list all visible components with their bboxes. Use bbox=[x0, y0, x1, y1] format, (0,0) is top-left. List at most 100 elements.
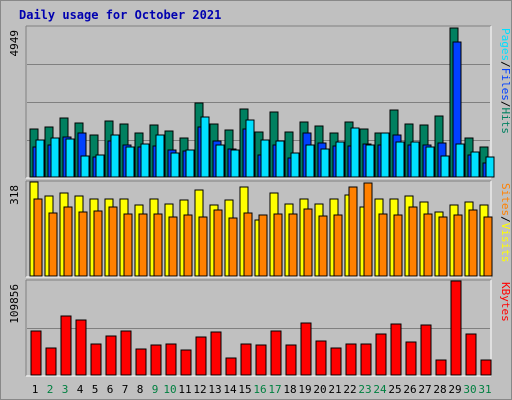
pages-bar bbox=[170, 152, 180, 178]
sites-bar bbox=[333, 214, 343, 277]
legend-entry: Pages bbox=[499, 28, 512, 61]
sites-bar bbox=[303, 208, 313, 277]
pages-bar bbox=[200, 116, 210, 178]
legend: Pages/Files/Hits bbox=[499, 28, 512, 134]
pages-bar bbox=[395, 141, 405, 178]
kbytes-bar bbox=[240, 343, 252, 376]
day-label: 30 bbox=[463, 383, 476, 396]
kbytes-bar bbox=[300, 322, 312, 376]
sites-bar bbox=[408, 206, 418, 277]
sites-bar bbox=[243, 212, 253, 277]
kbytes-bar bbox=[225, 357, 237, 376]
sites-bar bbox=[288, 213, 298, 277]
pages-bar bbox=[305, 144, 315, 178]
sites-bar bbox=[198, 216, 208, 277]
day-label: 26 bbox=[403, 383, 416, 396]
sites-bar bbox=[258, 214, 268, 277]
day-label: 27 bbox=[418, 383, 431, 396]
sites-bar bbox=[78, 211, 88, 277]
day-label: 28 bbox=[433, 383, 446, 396]
sites-bar bbox=[168, 216, 178, 277]
kbytes-bar bbox=[180, 349, 192, 376]
sites-bar bbox=[183, 214, 193, 277]
legend-entry: KBytes bbox=[499, 282, 512, 322]
kbytes-bar bbox=[45, 347, 57, 376]
day-label: 31 bbox=[478, 383, 491, 396]
y-max-label: 109856 bbox=[8, 284, 21, 324]
sites-bar bbox=[273, 213, 283, 277]
legend-entry: / bbox=[499, 61, 512, 68]
pages-bar bbox=[440, 155, 450, 178]
kbytes-bar bbox=[270, 330, 282, 376]
day-label: 29 bbox=[448, 383, 461, 396]
day-label: 11 bbox=[178, 383, 191, 396]
day-label: 16 bbox=[253, 383, 266, 396]
pages-bar bbox=[275, 140, 285, 178]
pages-bar bbox=[410, 141, 420, 178]
y-max-label: 4949 bbox=[8, 30, 21, 57]
day-label: 2 bbox=[47, 383, 54, 396]
pages-bar bbox=[80, 155, 90, 178]
day-label: 3 bbox=[62, 383, 69, 396]
kbytes-bar bbox=[420, 324, 432, 376]
pages-bar bbox=[230, 149, 240, 178]
day-label: 23 bbox=[358, 383, 371, 396]
legend-entry: Visits bbox=[499, 223, 512, 263]
kbytes-bar bbox=[150, 344, 162, 376]
kbytes-bar bbox=[405, 341, 417, 376]
pages-bar bbox=[350, 127, 360, 178]
sites-bar bbox=[138, 213, 148, 277]
pages-bar bbox=[155, 134, 165, 178]
day-label: 22 bbox=[343, 383, 356, 396]
kbytes-bar bbox=[105, 335, 117, 376]
pages-bar bbox=[215, 144, 225, 178]
chart-title: Daily usage for October 2021 bbox=[19, 8, 222, 22]
sites-bar bbox=[438, 216, 448, 277]
legend-entry: Hits bbox=[499, 108, 512, 135]
kbytes-bar bbox=[120, 330, 132, 376]
day-label: 25 bbox=[388, 383, 401, 396]
legend: KBytes bbox=[499, 282, 512, 322]
sites-bar bbox=[453, 214, 463, 277]
day-label: 18 bbox=[283, 383, 296, 396]
legend: Sites/Visits bbox=[499, 183, 512, 263]
sites-bar bbox=[423, 213, 433, 277]
sites-bar bbox=[93, 210, 103, 277]
kbytes-bar bbox=[30, 330, 42, 376]
legend-entry: / bbox=[499, 216, 512, 223]
pages-bar bbox=[425, 146, 435, 178]
kbytes-bar bbox=[315, 340, 327, 376]
kbytes-bar bbox=[255, 344, 267, 376]
sites-bar bbox=[483, 216, 493, 277]
sites-bar bbox=[123, 213, 133, 277]
day-label: 10 bbox=[163, 383, 176, 396]
day-label: 15 bbox=[238, 383, 251, 396]
kbytes-bar bbox=[435, 359, 447, 376]
day-label: 20 bbox=[313, 383, 326, 396]
sites-bar bbox=[33, 198, 43, 277]
pages-bar bbox=[320, 148, 330, 178]
kbytes-bar bbox=[450, 280, 462, 376]
sites-bar bbox=[348, 186, 358, 277]
sites-bar bbox=[393, 214, 403, 277]
sites-bar bbox=[363, 182, 373, 277]
pages-bar bbox=[35, 139, 45, 178]
sites-bar bbox=[48, 212, 58, 277]
day-label: 13 bbox=[208, 383, 221, 396]
pages-bar bbox=[380, 132, 390, 178]
day-label: 8 bbox=[137, 383, 144, 396]
pages-bar bbox=[125, 146, 135, 178]
legend-entry: / bbox=[499, 101, 512, 108]
pages-bar bbox=[140, 143, 150, 178]
kbytes-bar bbox=[60, 315, 72, 376]
day-label: 5 bbox=[92, 383, 99, 396]
sites-bar bbox=[63, 206, 73, 277]
kbytes-bar bbox=[195, 336, 207, 376]
kbytes-bar bbox=[210, 331, 222, 376]
day-label: 14 bbox=[223, 383, 237, 396]
pages-bar bbox=[470, 151, 480, 178]
day-label: 4 bbox=[77, 383, 84, 396]
pages-bar bbox=[50, 137, 60, 178]
sites-bar bbox=[213, 209, 223, 277]
